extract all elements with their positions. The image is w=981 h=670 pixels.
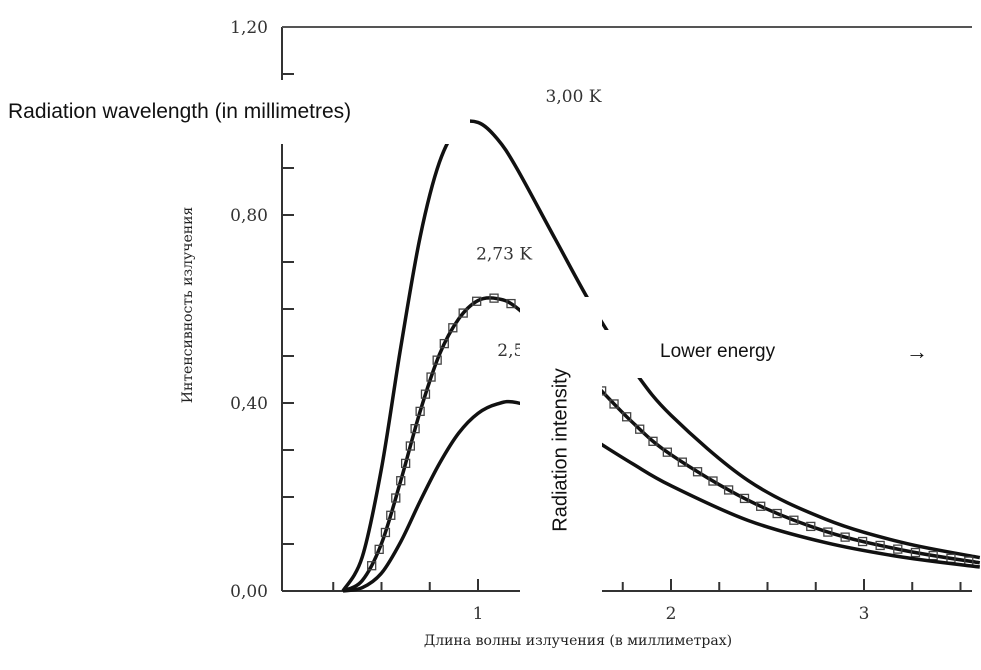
data-point-marker <box>415 406 425 417</box>
data-point-marker <box>489 293 499 303</box>
x-axis-title: Длина волны излучения (в миллиметрах) <box>424 633 732 649</box>
energy-label-overlay: Lower energy → <box>602 330 980 378</box>
data-point-marker <box>420 389 431 399</box>
y-tick-label: 1,20 <box>230 18 268 38</box>
data-point-marker <box>410 423 420 434</box>
intensity-label: Radiation intensity <box>549 367 572 532</box>
y-tick-label: 0,00 <box>230 582 268 602</box>
series-line-0 <box>341 119 981 592</box>
data-point-marker <box>635 424 645 434</box>
data-point-marker <box>789 515 799 525</box>
energy-label: Lower energy <box>660 341 776 362</box>
data-point-marker <box>396 476 406 486</box>
series-line-2 <box>342 399 981 593</box>
data-point-marker <box>400 458 411 469</box>
intensity-label-overlay: Radiation intensity <box>520 297 602 602</box>
series-label: 3,00 K <box>546 87 602 107</box>
data-point-marker <box>426 372 436 382</box>
data-point-marker <box>439 338 449 349</box>
data-point-marker <box>662 447 672 457</box>
data-point-marker <box>391 493 401 503</box>
data-point-marker <box>875 540 885 551</box>
data-point-marker <box>472 296 482 306</box>
series-label: 2,73 K <box>476 245 532 265</box>
data-point-marker <box>677 457 687 467</box>
x-tick-label: 3 <box>859 604 870 624</box>
data-point-marker <box>739 493 750 504</box>
right-arrow-icon: → <box>906 339 928 364</box>
data-point-marker <box>840 532 850 542</box>
data-point-marker <box>756 501 766 511</box>
x-tick-label: 1 <box>473 604 484 624</box>
data-point-marker <box>806 521 816 532</box>
x-tick-label: 2 <box>666 604 677 624</box>
data-point-marker <box>928 550 938 561</box>
data-point-marker <box>432 355 442 365</box>
data-point-marker <box>692 467 703 477</box>
data-point-marker <box>506 298 516 309</box>
wavelength-label-overlay: Radiation wavelength (in millimetres) <box>0 80 470 144</box>
data-point-marker <box>448 323 458 333</box>
series-line-1 <box>342 296 981 593</box>
data-point-marker <box>893 544 903 554</box>
data-point-marker <box>380 527 391 538</box>
data-point-marker <box>405 441 415 451</box>
y-tick-label: 0,40 <box>230 394 268 414</box>
y-axis-title: Интенсивность излучения <box>180 207 196 404</box>
data-point-marker <box>648 436 658 446</box>
curves <box>341 119 981 593</box>
data-point-marker <box>723 485 734 495</box>
data-point-marker <box>374 544 384 555</box>
data-point-marker <box>772 508 782 519</box>
data-point-marker <box>458 308 468 318</box>
data-point-marker <box>622 412 632 422</box>
data-point-marker <box>823 527 833 537</box>
data-point-marker <box>367 561 377 571</box>
y-tick-label: 0,80 <box>230 206 268 226</box>
data-point-marker <box>708 476 718 486</box>
data-point-marker <box>857 536 868 547</box>
data-point-marker <box>609 399 619 409</box>
data-point-marker <box>910 547 921 558</box>
data-point-marker <box>386 510 396 520</box>
